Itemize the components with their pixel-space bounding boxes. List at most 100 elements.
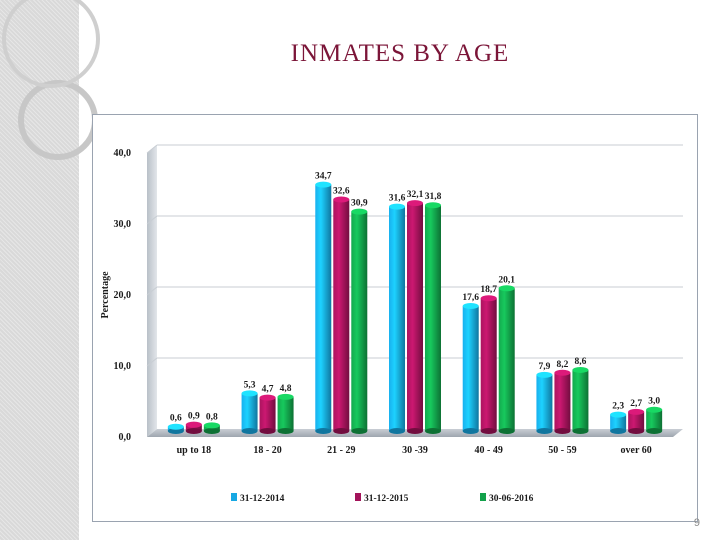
data-label: 0,8 [206, 412, 218, 422]
data-label: 30,9 [351, 199, 368, 209]
bar-body [407, 203, 423, 431]
bar-top-cap [425, 202, 441, 209]
data-label: 0,9 [188, 412, 200, 422]
bar-top-cap [167, 423, 184, 430]
bar-top-cap [389, 203, 405, 210]
decorative-side-panel [0, 0, 100, 540]
legend-swatch [355, 493, 361, 501]
data-label: 3,0 [648, 397, 660, 407]
x-tick-label: up to 18 [177, 445, 211, 456]
bar-body [333, 199, 350, 431]
bar [241, 390, 258, 434]
bar-top-cap [351, 208, 368, 215]
bar-bottom-cap [185, 428, 202, 434]
page-number: 9 [693, 517, 700, 529]
bar-body [277, 396, 294, 431]
bar-body [572, 369, 589, 431]
data-label: 34,7 [315, 172, 332, 182]
bar [277, 393, 294, 434]
bar-top-cap [610, 411, 627, 418]
data-label: 20,1 [498, 275, 515, 285]
bar-body [315, 184, 332, 431]
y-tick-label: 30,0 [114, 219, 132, 230]
data-label: 18,7 [480, 285, 497, 295]
bar-top-cap [185, 421, 202, 428]
bar-body [241, 393, 258, 431]
x-tick-label: over 60 [621, 445, 652, 456]
data-label: 31,8 [425, 192, 442, 202]
data-label: 4,8 [280, 384, 292, 394]
bar [480, 295, 497, 434]
bar-bottom-cap [203, 428, 220, 434]
data-label: 2,7 [630, 399, 642, 409]
y-tick-label: 0,0 [119, 432, 132, 443]
bar-top-cap [462, 303, 479, 310]
bar-top-cap [315, 181, 332, 188]
bar [498, 285, 515, 434]
bar [628, 408, 645, 434]
data-label: 17,6 [462, 293, 479, 303]
bar-bottom-cap [610, 428, 627, 434]
bar-bottom-cap [425, 428, 441, 434]
bar-bottom-cap [462, 428, 479, 434]
bar-bottom-cap [389, 428, 405, 434]
y-tick-label: 10,0 [114, 361, 132, 372]
bar-bottom-cap [498, 428, 515, 434]
bar-body [610, 414, 627, 431]
bar [407, 200, 423, 434]
bar-bottom-cap [646, 428, 663, 434]
bar [259, 394, 276, 434]
bar-top-cap [203, 422, 220, 429]
legend-label: 31-12-2014 [240, 494, 285, 504]
bar-top-cap [498, 285, 515, 292]
bar-bottom-cap [333, 428, 350, 434]
bar [572, 366, 589, 434]
bar-top-cap [259, 394, 276, 401]
bar-body [389, 206, 405, 431]
y-tick-label: 40,0 [114, 148, 132, 159]
y-axis-title: Percentage [100, 271, 111, 319]
bar-top-cap [407, 200, 423, 207]
data-label: 5,3 [244, 380, 256, 390]
bar-body [185, 424, 202, 431]
data-label: 2,3 [612, 402, 624, 412]
bar-body [554, 372, 571, 431]
bar-bottom-cap [572, 428, 589, 434]
bar-top-cap [628, 408, 645, 415]
bar-bottom-cap [480, 428, 497, 434]
legend-label: 30-06-2016 [489, 494, 534, 504]
bar [610, 411, 627, 434]
x-tick-label: 50 - 59 [548, 445, 576, 456]
data-label: 7,9 [538, 362, 550, 372]
decorative-ring [18, 80, 98, 160]
bar-top-cap [277, 393, 294, 400]
bar [203, 422, 220, 434]
gridline-depth [146, 286, 158, 296]
bar-body [498, 288, 515, 431]
bar-bottom-cap [536, 428, 553, 434]
bar-body [259, 397, 276, 431]
data-label: 8,6 [574, 357, 586, 367]
bar-bottom-cap [277, 428, 294, 434]
x-tick-label: 40 - 49 [475, 445, 503, 456]
bar-top-cap [536, 371, 553, 378]
data-label: 8,2 [556, 360, 568, 370]
bar-body [462, 306, 479, 431]
x-tick-label: 18 - 20 [253, 445, 281, 456]
chart-container: 0,0 10,0 20,0 30,0 40,0 Percentage 0,6 0,9 0,8 u… [92, 114, 698, 522]
data-label: 32,1 [407, 190, 424, 200]
legend-swatch [231, 493, 237, 501]
bar-bottom-cap [407, 428, 423, 434]
bar [536, 371, 553, 434]
bar [333, 196, 350, 434]
bar [554, 369, 571, 434]
bar [167, 423, 184, 434]
bar-bottom-cap [351, 428, 368, 434]
bar-top-cap [241, 390, 258, 397]
bar [646, 406, 663, 434]
bar-body [536, 374, 553, 431]
bar-bottom-cap [241, 428, 258, 434]
data-label: 32,6 [333, 187, 350, 197]
bar [185, 421, 202, 434]
y-tick-label: 20,0 [114, 290, 132, 301]
